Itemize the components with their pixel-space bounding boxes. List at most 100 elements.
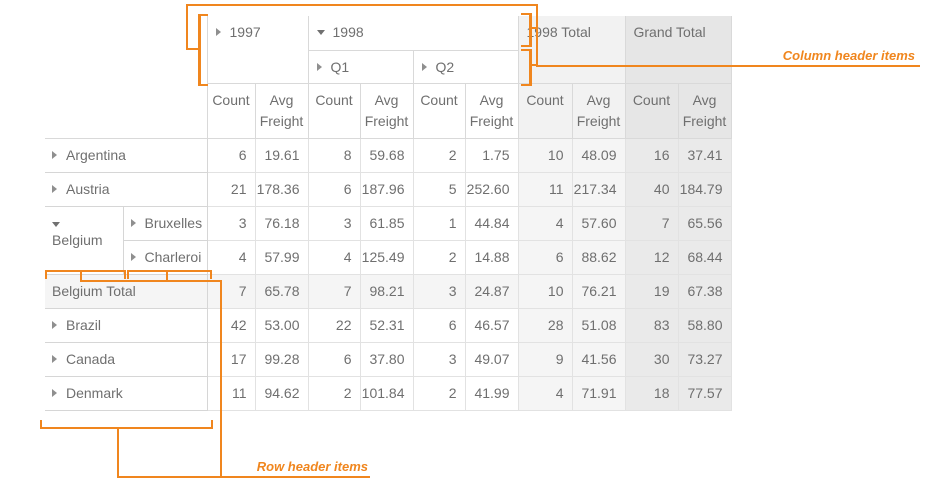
column-annotation-left-line — [186, 4, 188, 50]
data-cell: 217.34 — [571, 171, 626, 207]
row-header-belgium[interactable]: Belgium — [45, 205, 124, 275]
row-header-charleroi[interactable]: Charleroi — [123, 239, 208, 275]
row-header-label: Canada — [66, 351, 116, 367]
row-annotation-connector — [80, 280, 222, 282]
triangle-right-icon[interactable] — [52, 355, 57, 363]
row-header-argentina[interactable]: Argentina — [45, 137, 208, 173]
column-header-q2[interactable]: Q2 — [412, 50, 519, 84]
data-cell: 6 — [412, 307, 466, 343]
triangle-down-icon[interactable] — [316, 30, 325, 35]
data-cell: 178.36 — [254, 171, 309, 207]
data-cell: 22 — [307, 307, 361, 343]
row-header-bruxelles[interactable]: Bruxelles — [123, 205, 208, 241]
data-cell: 7 — [206, 273, 256, 309]
row-header-label: Denmark — [66, 385, 123, 401]
column-annotation-right-line — [536, 4, 538, 66]
data-cell: 71.91 — [571, 375, 626, 411]
triangle-right-icon[interactable] — [52, 321, 57, 329]
data-cell: 14.88 — [464, 239, 519, 275]
data-cell: 37.80 — [359, 341, 414, 377]
data-cell: 24.87 — [464, 273, 519, 309]
row-annotation-label-line — [117, 476, 370, 478]
triangle-right-icon[interactable] — [316, 62, 322, 71]
data-cell: 65.78 — [254, 273, 309, 309]
triangle-right-icon[interactable] — [52, 389, 57, 397]
data-cell: 12 — [624, 239, 679, 275]
measure-header-count: Count — [517, 83, 573, 139]
triangle-right-icon[interactable] — [215, 28, 221, 36]
data-cell: 18 — [624, 375, 679, 411]
data-cell: 46.57 — [464, 307, 519, 343]
row-header-label: Bruxelles — [144, 215, 203, 231]
column-header-label: 1998 — [332, 24, 364, 40]
row-annotation-bracket-city-column — [127, 270, 212, 279]
row-header-items-label: Row header items — [256, 459, 368, 474]
triangle-right-icon[interactable] — [130, 253, 136, 261]
triangle-right-icon[interactable] — [52, 185, 57, 193]
row-header-austria[interactable]: Austria — [45, 171, 208, 207]
triangle-down-icon[interactable] — [52, 221, 60, 227]
data-cell: 7 — [624, 205, 679, 241]
column-header-q1[interactable]: Q1 — [307, 50, 414, 84]
measure-header-count: Count — [307, 83, 361, 139]
data-cell: 7 — [307, 273, 361, 309]
data-cell: 67.38 — [677, 273, 732, 309]
data-cell: 17 — [206, 341, 256, 377]
column-annotation-label-line — [536, 65, 920, 67]
column-header-label: Grand Total — [633, 24, 706, 40]
data-cell: 101.84 — [359, 375, 414, 411]
data-cell: 5 — [412, 171, 466, 207]
data-cell: 6 — [307, 341, 361, 377]
data-cell: 10 — [517, 137, 573, 173]
column-annotation-bracket-tick — [529, 27, 537, 29]
data-cell: 4 — [307, 239, 361, 275]
data-cell: 3 — [206, 205, 256, 241]
row-header-canada[interactable]: Canada — [45, 341, 208, 377]
row-header-label: Argentina — [66, 147, 126, 163]
data-cell: 58.80 — [677, 307, 732, 343]
column-annotation-left-bracket — [198, 14, 208, 86]
column-header-label: Q2 — [435, 58, 455, 75]
data-cell: 76.21 — [571, 273, 626, 309]
data-cell: 9 — [517, 341, 573, 377]
data-cell: 48.09 — [571, 137, 626, 173]
row-annotation-stem — [80, 272, 82, 282]
data-cell: 99.28 — [254, 341, 309, 377]
data-cell: 187.96 — [359, 171, 414, 207]
data-cell: 42 — [206, 307, 256, 343]
data-cell: 125.49 — [359, 239, 414, 275]
data-cell: 19.61 — [254, 137, 309, 173]
row-header-denmark[interactable]: Denmark — [45, 375, 208, 411]
data-cell: 57.60 — [571, 205, 626, 241]
data-cell: 30 — [624, 341, 679, 377]
data-cell: 59.68 — [359, 137, 414, 173]
row-header-belgium-total: Belgium Total — [45, 273, 208, 309]
data-cell: 49.07 — [464, 341, 519, 377]
triangle-right-icon[interactable] — [52, 151, 57, 159]
column-annotation-bracket-quarter-row — [521, 49, 532, 86]
data-cell: 4 — [517, 205, 573, 241]
data-cell: 77.57 — [677, 375, 732, 411]
data-cell: 3 — [307, 205, 361, 241]
data-cell: 88.62 — [571, 239, 626, 275]
column-header-1998[interactable]: 1998 — [307, 16, 519, 51]
data-cell: 2 — [412, 239, 466, 275]
data-cell: 4 — [206, 239, 256, 275]
row-header-brazil[interactable]: Brazil — [45, 307, 208, 343]
corner-cell — [45, 16, 208, 139]
column-header-label: 1998 Total — [526, 24, 591, 40]
pivot-grid: 1997 1998 1998 Total Grand Total Q1 Q2 C… — [45, 16, 732, 411]
data-cell: 83 — [624, 307, 679, 343]
row-annotation-stem — [166, 272, 168, 282]
data-cell: 3 — [412, 341, 466, 377]
data-cell: 184.79 — [677, 171, 732, 207]
column-header-1997[interactable]: 1997 — [206, 16, 309, 84]
triangle-right-icon[interactable] — [421, 62, 427, 71]
column-header-label: 1997 — [229, 24, 261, 40]
data-cell: 57.99 — [254, 239, 309, 275]
measure-header-avg-freight: Avg Freight — [254, 83, 309, 139]
row-annotation-bracket-bottom — [40, 420, 213, 429]
row-annotation-bracket-country-column — [45, 270, 126, 279]
triangle-right-icon[interactable] — [130, 219, 136, 227]
